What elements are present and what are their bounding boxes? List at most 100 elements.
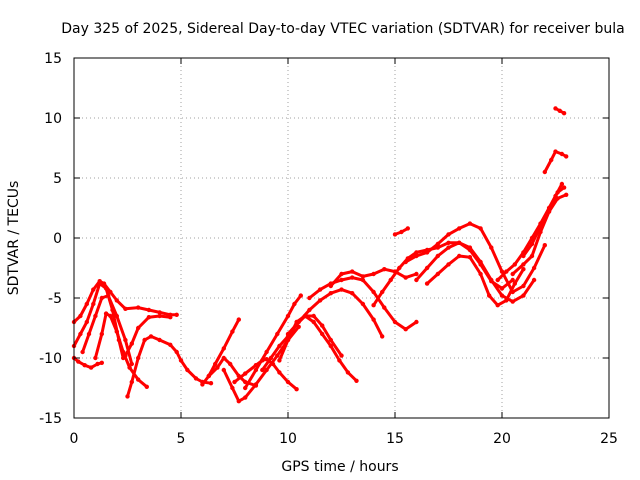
- data-point: [294, 387, 299, 392]
- series-line-arc-14: [277, 314, 358, 383]
- data-point: [213, 361, 218, 367]
- data-point: [236, 317, 241, 322]
- x-tick-label: 10: [279, 431, 297, 447]
- data-point: [260, 367, 265, 373]
- data-point: [232, 379, 237, 385]
- data-point: [478, 259, 483, 265]
- data-point: [339, 271, 344, 277]
- data-point: [559, 151, 565, 157]
- data-point: [457, 253, 462, 259]
- data-point: [538, 223, 543, 229]
- data-point: [405, 226, 410, 231]
- data-point: [221, 367, 226, 373]
- data-point: [564, 154, 569, 159]
- data-point: [499, 293, 505, 298]
- data-point: [512, 281, 517, 286]
- data-point: [414, 253, 419, 259]
- data-point: [253, 382, 259, 387]
- series-line-arc-15: [286, 288, 384, 338]
- data-point: [403, 259, 408, 265]
- data-point: [93, 355, 98, 361]
- data-point: [285, 331, 291, 337]
- data-point: [561, 185, 567, 190]
- data-point: [268, 355, 274, 361]
- data-point: [467, 245, 473, 250]
- data-point: [380, 334, 385, 339]
- data-point: [200, 382, 205, 387]
- data-point: [546, 205, 552, 211]
- data-point: [142, 337, 147, 343]
- data-point: [531, 277, 537, 283]
- data-point: [531, 265, 537, 271]
- data-point: [414, 277, 419, 283]
- data-point: [292, 301, 297, 307]
- series-line-arc-4: [81, 294, 134, 366]
- data-point: [555, 190, 560, 195]
- tick-marks: [73, 57, 610, 419]
- data-point: [512, 262, 517, 267]
- data-point: [489, 245, 494, 250]
- data-point: [206, 373, 211, 379]
- data-point: [564, 192, 569, 197]
- data-point: [337, 358, 342, 363]
- data-point: [264, 367, 269, 373]
- x-tick-labels: 0 5 10 15 20 25: [70, 431, 618, 447]
- data-point: [108, 313, 113, 319]
- data-point: [371, 289, 376, 295]
- data-point: [125, 394, 130, 399]
- data-point: [382, 267, 387, 272]
- data-point: [350, 269, 355, 274]
- data-point: [129, 361, 134, 367]
- data-point: [78, 313, 83, 319]
- data-point: [285, 337, 291, 343]
- data-point: [106, 293, 111, 298]
- series-line-arc-24: [511, 193, 568, 276]
- data-point: [307, 307, 312, 313]
- data-point: [435, 271, 440, 277]
- data-point: [360, 274, 366, 279]
- data-point: [495, 303, 500, 308]
- data-point: [354, 378, 359, 383]
- data-point: [350, 275, 355, 280]
- data-point: [559, 181, 565, 187]
- data-point: [99, 295, 105, 301]
- data-point: [414, 250, 419, 255]
- data-point: [320, 323, 325, 328]
- data-point: [328, 343, 333, 349]
- data-point: [253, 367, 259, 373]
- data-point: [80, 349, 85, 355]
- data-point: [277, 370, 282, 375]
- data-point: [270, 361, 276, 367]
- data-point: [397, 265, 402, 271]
- data-point: [339, 353, 344, 358]
- y-tick-label: -5: [48, 291, 62, 307]
- data-point: [320, 331, 325, 337]
- data-point: [371, 303, 376, 308]
- data-point: [392, 232, 398, 237]
- data-point: [114, 329, 120, 334]
- data-point: [88, 365, 94, 370]
- data-point: [510, 277, 515, 283]
- data-point: [328, 337, 333, 343]
- x-tick-label: 0: [70, 431, 79, 447]
- data-point: [446, 245, 451, 250]
- data-point: [467, 221, 473, 226]
- data-point: [93, 313, 98, 319]
- data-point: [478, 271, 483, 277]
- data-point: [388, 277, 393, 283]
- data-point: [95, 361, 100, 367]
- series-line-arc-23: [496, 182, 564, 282]
- data-point: [339, 287, 344, 292]
- data-point: [178, 358, 184, 363]
- series-line-arc-7: [123, 314, 172, 358]
- data-point: [424, 250, 430, 255]
- data-point: [380, 289, 385, 295]
- data-point: [123, 353, 128, 358]
- data-point: [510, 271, 515, 277]
- data-point: [221, 355, 226, 361]
- data-point: [446, 262, 451, 267]
- data-point: [311, 313, 316, 319]
- data-point: [275, 353, 280, 358]
- data-point: [285, 313, 291, 319]
- data-point: [435, 241, 440, 247]
